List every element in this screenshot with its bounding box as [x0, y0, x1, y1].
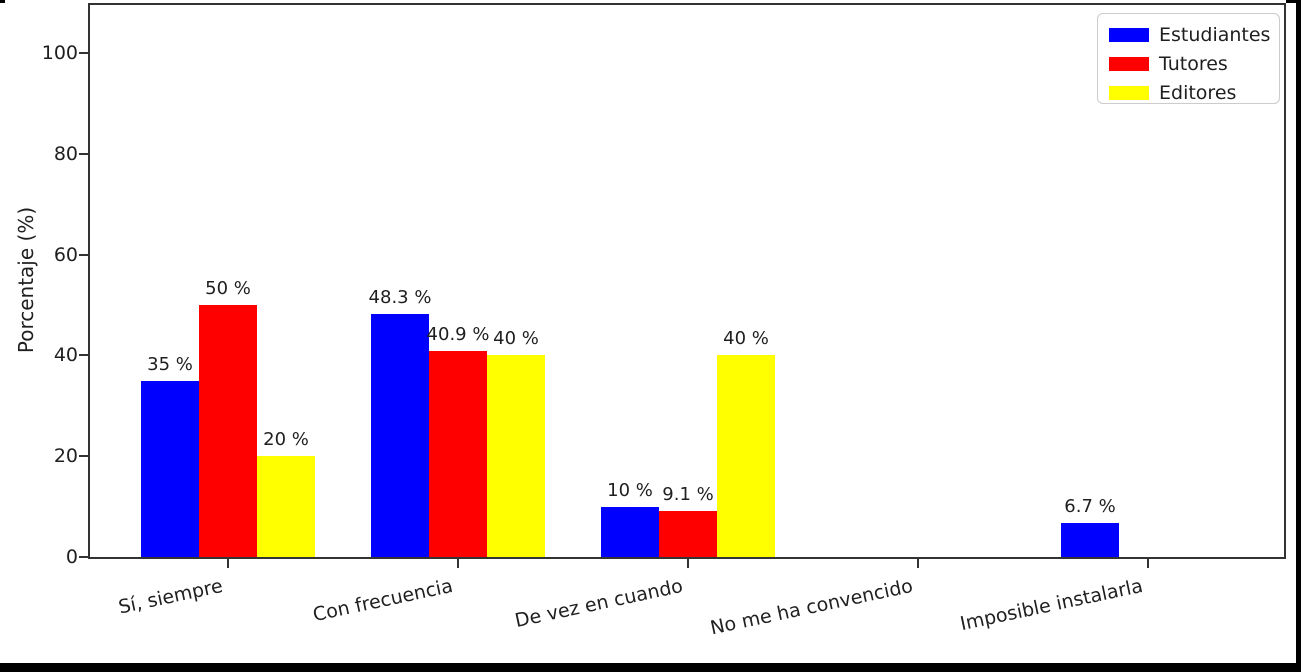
- bar-estudiantes: [371, 314, 429, 557]
- bar-value-label: 48.3 %: [368, 287, 432, 308]
- bar-tutores: [199, 305, 257, 557]
- legend-label: Editores: [1159, 82, 1237, 104]
- bar-value-label: 20 %: [263, 429, 309, 450]
- y-tick-label: 80: [53, 142, 78, 165]
- y-tick-label: 40: [53, 344, 78, 367]
- legend-label: Tutores: [1159, 53, 1228, 75]
- y-tick-mark: [79, 253, 88, 256]
- legend-swatch-tutores: [1109, 57, 1149, 71]
- bar-editores: [257, 456, 315, 557]
- x-tick-mark: [457, 559, 459, 568]
- x-tick-mark: [227, 559, 229, 568]
- y-tick-mark: [79, 152, 88, 155]
- legend: Estudiantes Tutores Editores: [1097, 13, 1280, 104]
- bar-value-label: 6.7 %: [1064, 496, 1116, 517]
- legend-item-editores: Editores: [1098, 78, 1279, 108]
- y-tick-mark: [79, 52, 88, 54]
- bar-value-label: 10 %: [607, 480, 653, 501]
- bar-value-label: 40.9 %: [426, 324, 490, 345]
- y-tick-label: 100: [41, 42, 78, 64]
- y-tick-mark: [79, 556, 88, 558]
- bar-value-label: 35 %: [147, 354, 193, 375]
- legend-swatch-estudiantes: [1109, 28, 1149, 42]
- bar-estudiantes: [601, 507, 659, 557]
- x-tick-mark: [687, 559, 689, 568]
- bar-tutores: [429, 351, 487, 557]
- bar-tutores: [659, 511, 717, 557]
- x-tick-label: Imposible instalarla: [958, 574, 1145, 636]
- y-tick-label: 20: [53, 445, 78, 468]
- y-tick-mark: [79, 455, 88, 458]
- bar-estudiantes: [1061, 523, 1119, 557]
- bar-value-label: 40 %: [493, 328, 539, 349]
- frame-border-right: [1296, 0, 1301, 672]
- y-tick-label: 0: [65, 546, 78, 568]
- y-tick-mark: [79, 354, 88, 357]
- frame-border-bottom: [0, 663, 1301, 672]
- bar-value-label: 40 %: [723, 328, 769, 349]
- y-tick-label: 60: [53, 243, 78, 266]
- frame-border-top-right: [1286, 0, 1301, 3]
- x-tick-mark: [917, 559, 919, 568]
- legend-item-tutores: Tutores: [1098, 49, 1279, 79]
- frame-border-top-left: [0, 0, 5, 3]
- bar-editores: [487, 355, 545, 557]
- bar-value-label: 9.1 %: [662, 484, 714, 505]
- x-tick-mark: [1147, 559, 1149, 568]
- legend-item-estudiantes: Estudiantes: [1098, 20, 1279, 50]
- legend-swatch-editores: [1109, 86, 1149, 100]
- bar-value-label: 50 %: [205, 278, 251, 299]
- bar-editores: [717, 355, 775, 557]
- legend-label: Estudiantes: [1159, 24, 1271, 46]
- bar-estudiantes: [141, 381, 199, 557]
